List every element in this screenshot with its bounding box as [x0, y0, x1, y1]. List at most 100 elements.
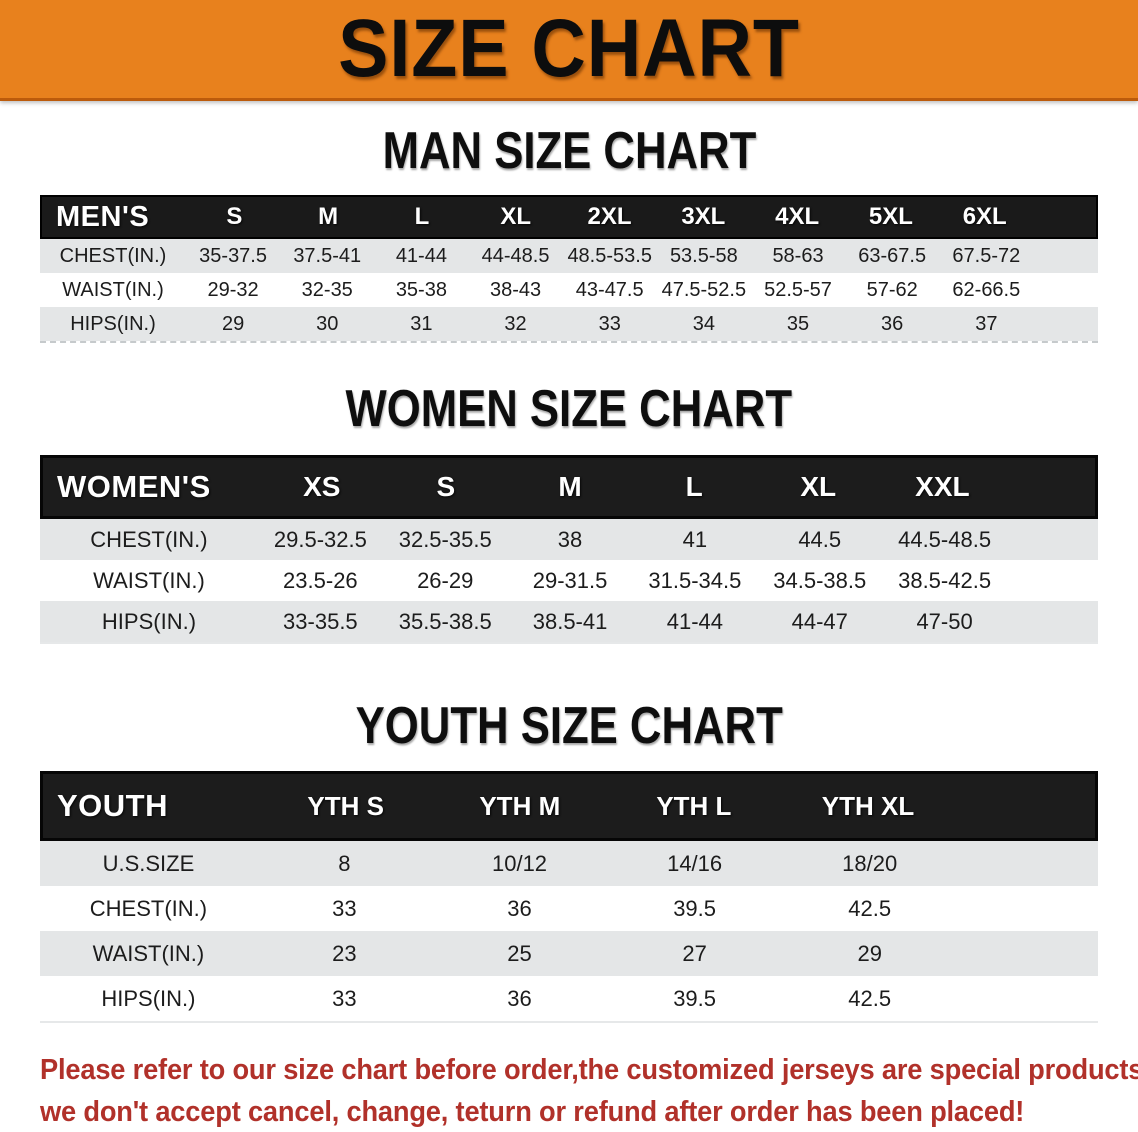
table-cell: 41-44: [395, 244, 447, 267]
table-cell: 34.5-38.5: [773, 567, 867, 593]
table-cell: 35-38: [395, 278, 447, 301]
table-cell: 44.5: [798, 526, 842, 552]
table-row: HIPS(IN.) 29 30 31 32 33 34 35 36 37: [40, 307, 1098, 341]
table-cell: 38: [557, 526, 583, 552]
row-label: WAIST(IN.): [92, 940, 205, 966]
table-cell: 44.5-48.5: [898, 526, 992, 552]
table-cell: 35.5-38.5: [398, 608, 492, 634]
table-cell: 25: [507, 940, 532, 966]
column-header: YTH M: [479, 790, 561, 821]
size-chart-sections: MAN SIZE CHART MEN'S S M L XL 2XL 3XL 4XL 5XL 6XL C…: [0, 125, 1138, 1023]
table-cell: 33: [332, 985, 357, 1011]
size-table-men: MEN'S S M L XL 2XL 3XL 4XL 5XL 6XL CHEST(IN.) 35-37…: [40, 195, 1098, 343]
column-header: 5XL: [868, 203, 913, 230]
section-heading-text: YOUTH SIZE CHART: [355, 697, 783, 755]
disclaimer: Please refer to our size chart before or…: [40, 1049, 1138, 1132]
table-cell: 18/20: [842, 850, 898, 876]
table-cell: 48.5-53.5: [567, 244, 652, 267]
column-header: YTH XL: [821, 790, 915, 821]
table-cell: 38-43: [489, 278, 542, 301]
row-label: CHEST(IN.): [90, 526, 208, 552]
column-header: YTH S: [307, 790, 384, 821]
table-cell: 47.5-52.5: [661, 278, 747, 301]
table-cell: 23: [332, 940, 357, 966]
table-cell: 30: [316, 312, 339, 335]
table-cell: 32: [504, 312, 527, 335]
column-header: XXL: [915, 471, 970, 502]
banner-title: SIZE CHART: [338, 3, 800, 94]
size-table-youth: YOUTH YTH S YTH M YTH L YTH XL U.S.SIZE 8 10/12…: [40, 771, 1098, 1023]
table-cell: 43-47.5: [575, 278, 644, 301]
table-cell: 57-62: [866, 278, 918, 301]
table-cell: 32.5-35.5: [398, 526, 492, 552]
table-cell: 35-37.5: [199, 244, 267, 267]
table-cell: 52.5-57: [764, 278, 832, 301]
column-header: XL: [800, 471, 837, 502]
table-header-row-men: MEN'S S M L XL 2XL 3XL 4XL 5XL 6XL: [40, 195, 1098, 239]
table-cell: 14/16: [667, 850, 723, 876]
column-header: L: [685, 471, 703, 502]
table-cell: 26-29: [417, 567, 474, 593]
disclaimer-line-1: Please refer to our size chart before or…: [40, 1054, 1138, 1086]
row-label: HIPS(IN.): [101, 985, 196, 1011]
column-header: 2XL: [587, 203, 632, 230]
section-heading-youth: YOUTH SIZE CHART: [0, 700, 1138, 752]
table-cell: 29.5-32.5: [273, 526, 367, 552]
table-cell: 8: [338, 850, 351, 876]
table-row: CHEST(IN.) 29.5-32.5 32.5-35.5 38 41 44.5 44.5…: [40, 519, 1098, 560]
table-header-label: WOMEN'S: [57, 469, 211, 504]
table-header-row-youth: YOUTH YTH S YTH M YTH L YTH XL: [40, 771, 1098, 841]
table-row: WAIST(IN.) 23.5-26 26-29 29-31.5 31.5-34.5 34…: [40, 560, 1098, 601]
column-header: S: [436, 471, 456, 502]
size-chart-banner: SIZE CHART: [0, 0, 1138, 101]
table-row: HIPS(IN.) 33 36 39.5 42.5: [40, 976, 1098, 1021]
column-header: 3XL: [681, 203, 726, 230]
table-cell: 33: [332, 895, 357, 921]
table-cell: 41-44: [666, 608, 724, 634]
table-cell: 63-67.5: [858, 244, 927, 267]
table-cell: 39.5: [673, 985, 717, 1011]
row-label: WAIST(IN.): [93, 567, 205, 593]
section-heading-men: MAN SIZE CHART: [0, 125, 1138, 177]
table-cell: 33: [598, 312, 621, 335]
table-row: HIPS(IN.) 33-35.5 35.5-38.5 38.5-41 41-44 44-…: [40, 601, 1098, 642]
row-label: WAIST(IN.): [62, 278, 164, 301]
table-row: WAIST(IN.) 29-32 32-35 35-38 38-43 43-47.5 47.…: [40, 273, 1098, 307]
column-header: M: [318, 203, 339, 230]
disclaimer-line-2: we don't accept cancel, change, teturn o…: [40, 1096, 1025, 1128]
table-cell: 33-35.5: [283, 608, 358, 634]
row-label: HIPS(IN.): [101, 608, 197, 634]
table-header-label: YOUTH: [57, 788, 168, 823]
table-cell: 31: [410, 312, 433, 335]
table-cell: 37.5-41: [293, 244, 362, 267]
row-label: CHEST(IN.): [89, 895, 208, 921]
column-header: 6XL: [962, 203, 1007, 230]
column-header: XL: [500, 203, 532, 230]
table-cell: 58-63: [772, 244, 824, 267]
table-cell: 44-48.5: [481, 244, 550, 267]
table-cell: 31.5-34.5: [648, 567, 742, 593]
row-label: U.S.SIZE: [102, 850, 195, 876]
table-header-row-women: WOMEN'S XS S M L XL XXL: [40, 455, 1098, 519]
table-row: CHEST(IN.) 35-37.5 37.5-41 41-44 44-48.5 48.5…: [40, 239, 1098, 273]
table-cell: 47-50: [916, 608, 973, 634]
column-header: 4XL: [775, 203, 820, 230]
column-header: XS: [303, 471, 341, 502]
row-label: CHEST(IN.): [59, 244, 167, 267]
table-cell: 62-66.5: [952, 278, 1021, 301]
table-cell: 42.5: [848, 985, 892, 1011]
column-header: M: [558, 471, 582, 502]
table-cell: 29-32: [207, 278, 259, 301]
column-header: YTH L: [656, 790, 732, 821]
table-cell: 32-35: [301, 278, 353, 301]
table-cell: 10/12: [491, 850, 548, 876]
table-cell: 34: [692, 312, 715, 335]
table-cell: 38.5-42.5: [898, 567, 992, 593]
table-cell: 39.5: [673, 895, 717, 921]
table-cell: 27: [682, 940, 707, 966]
section-heading-women: WOMEN SIZE CHART: [0, 383, 1138, 435]
table-cell: 38.5-41: [532, 608, 608, 634]
table-cell: 44-47: [791, 608, 848, 634]
size-table-women: WOMEN'S XS S M L XL XXL CHEST(IN.) 29.5-32.5 32.5…: [40, 455, 1098, 644]
table-row: WAIST(IN.) 23 25 27 29: [40, 931, 1098, 976]
